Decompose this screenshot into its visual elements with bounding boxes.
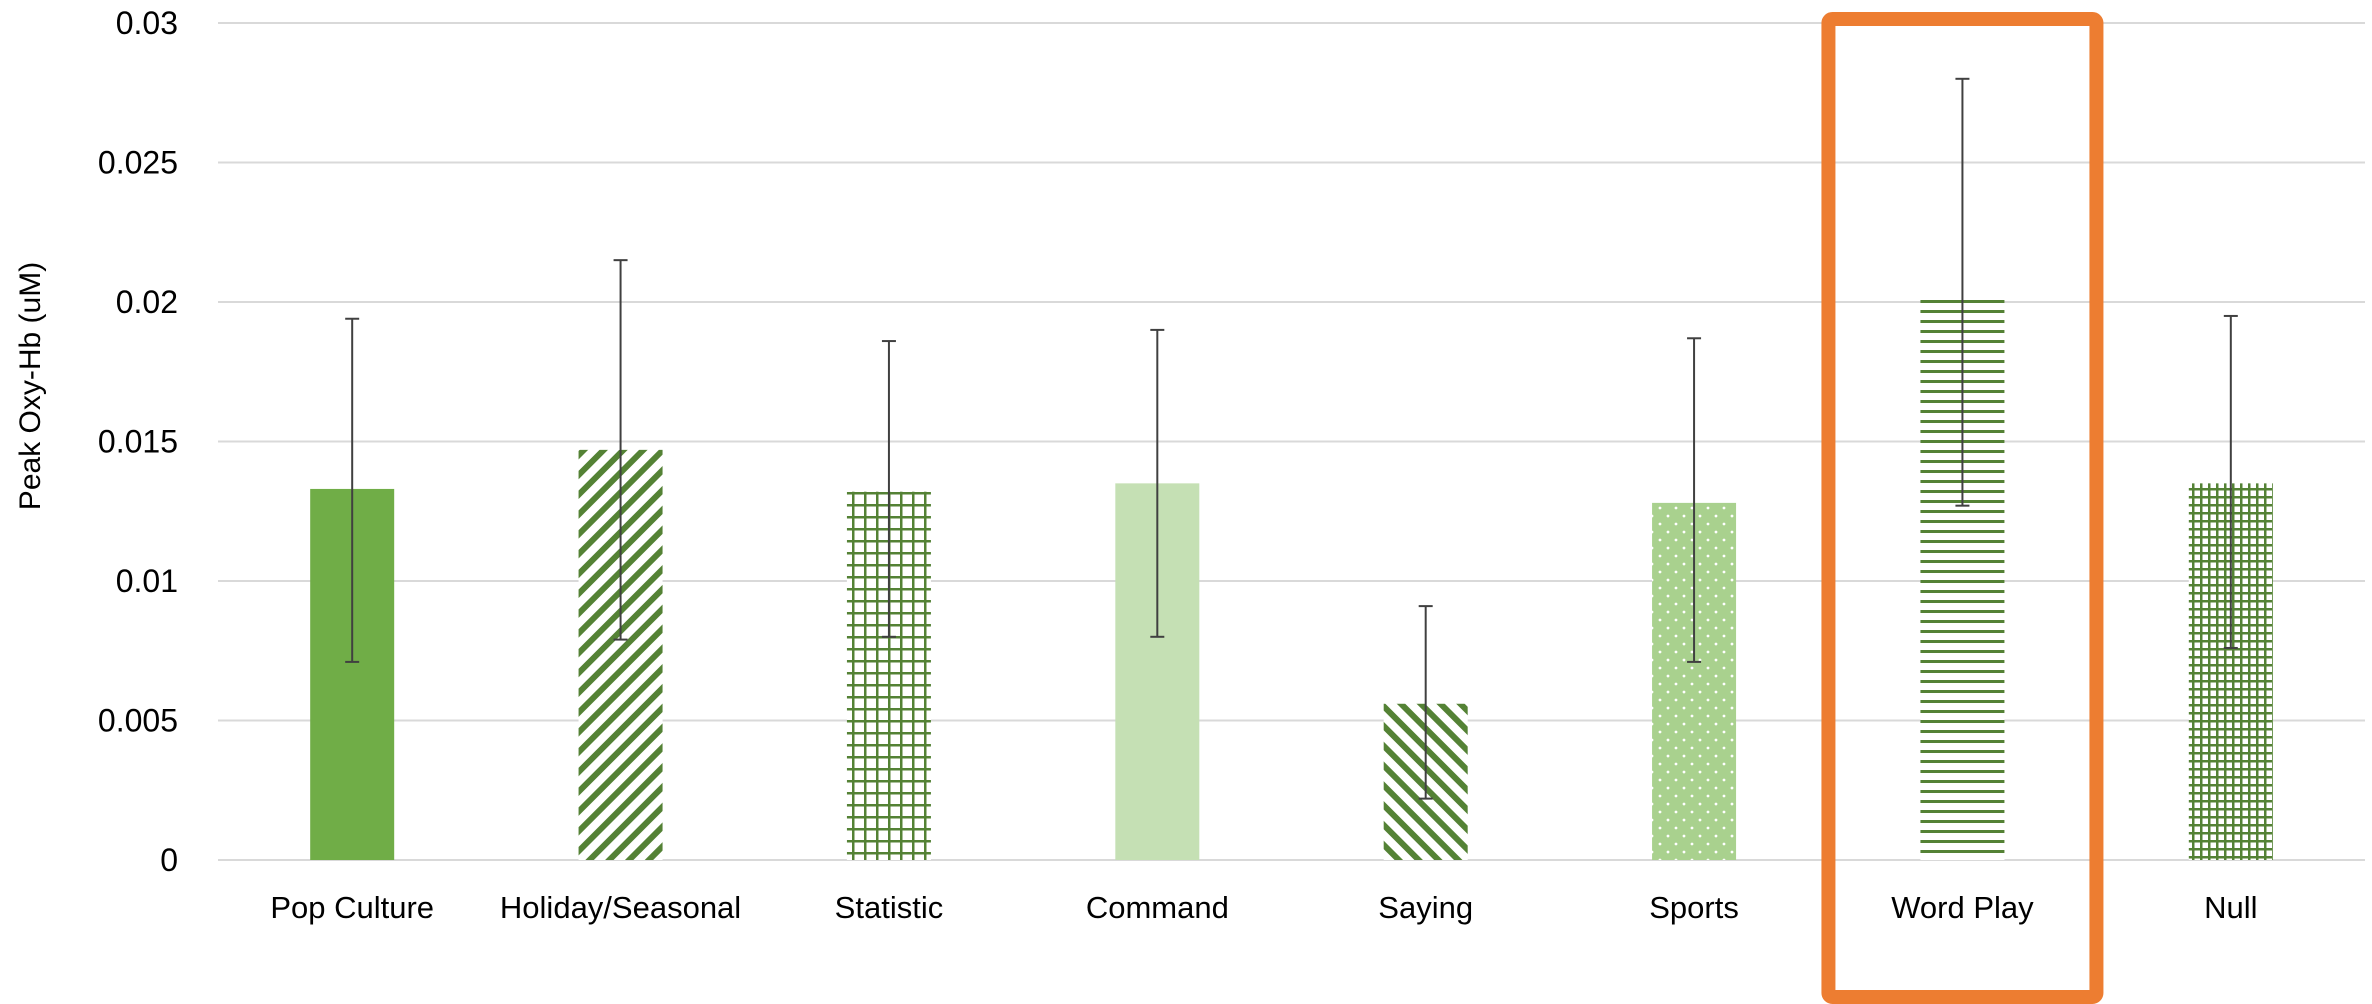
error-bars (345, 77, 2238, 800)
x-tick-label: Command (1086, 890, 1229, 925)
y-tick-label: 0.005 (98, 703, 178, 739)
x-tick-label: Null (2204, 890, 2257, 925)
highlight-rectangle (1821, 12, 2104, 1004)
x-axis-ticks: Pop Culture Holiday/Seasonal Statistic Comm… (270, 890, 2257, 925)
x-tick-label: Sports (1649, 890, 1739, 925)
highlight-box (1821, 12, 2104, 1004)
x-tick-label: Saying (1378, 890, 1473, 925)
y-tick-label: 0.03 (116, 5, 178, 41)
y-axis-ticks: 0 0.005 0.01 0.015 0.02 0.025 0.03 (98, 5, 178, 878)
gridlines (218, 22, 2365, 861)
y-tick-label: 0 (160, 842, 178, 878)
y-tick-label: 0.015 (98, 424, 178, 460)
y-axis-title: Peak Oxy-Hb (uM) (14, 262, 47, 510)
x-tick-label: Holiday/Seasonal (500, 890, 741, 925)
y-tick-label: 0.02 (116, 284, 178, 320)
y-tick-label: 0.01 (116, 563, 178, 599)
y-tick-label: 0.025 (98, 145, 178, 181)
x-tick-label: Statistic (835, 890, 944, 925)
x-tick-label: Word Play (1891, 890, 2034, 925)
x-tick-label: Pop Culture (270, 890, 434, 925)
bars (310, 299, 2273, 861)
